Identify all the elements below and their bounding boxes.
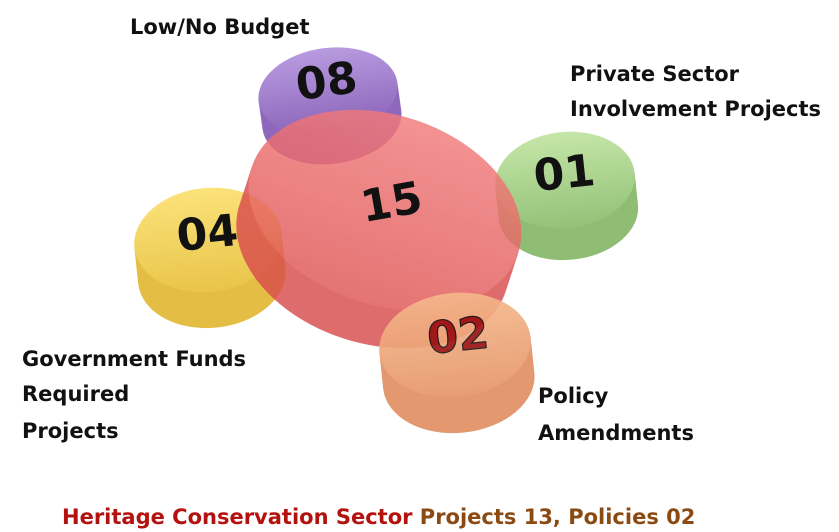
footer-summary: Projects 13, Policies 02 bbox=[420, 505, 696, 529]
footer: Heritage Conservation Sector Projects 13… bbox=[62, 505, 695, 529]
node-label: Low/No Budget bbox=[130, 15, 310, 39]
node-label: Private Sector bbox=[570, 62, 740, 86]
disc-02: 02 bbox=[379, 292, 535, 434]
node-label: Government Funds bbox=[22, 347, 246, 371]
node-number: 01 bbox=[531, 145, 597, 202]
node-number: 15 bbox=[357, 172, 426, 233]
node-number: 04 bbox=[174, 205, 240, 262]
node-label: Projects bbox=[22, 419, 119, 443]
node-label: Required bbox=[22, 382, 129, 406]
node-label: Amendments bbox=[538, 421, 694, 445]
node-label: Involvement Projects bbox=[570, 97, 821, 121]
node-number: 02 bbox=[425, 308, 491, 365]
node-number: 08 bbox=[293, 52, 361, 111]
disc-01: 01 bbox=[495, 131, 639, 261]
footer-sector: Heritage Conservation Sector bbox=[62, 505, 413, 529]
node-label: Policy bbox=[538, 384, 609, 408]
